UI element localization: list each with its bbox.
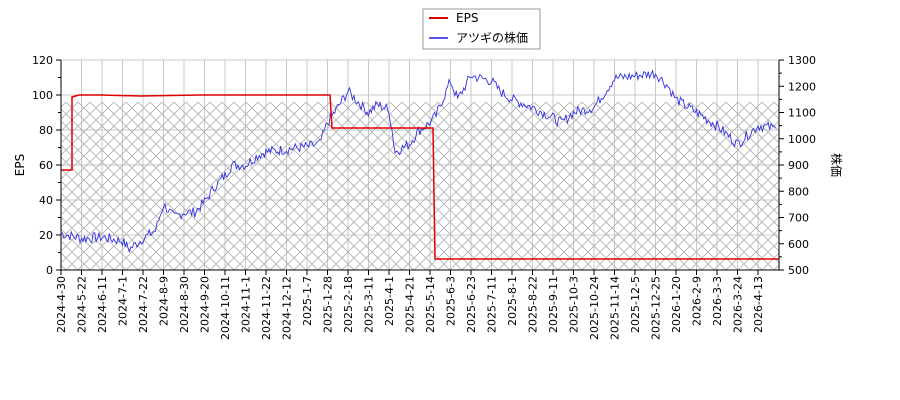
svg-text:900: 900 — [788, 159, 809, 172]
svg-text:2026-4-13: 2026-4-13 — [752, 276, 765, 333]
svg-text:2026-2-9: 2026-2-9 — [691, 276, 704, 326]
svg-text:2025-11-14: 2025-11-14 — [609, 276, 622, 340]
svg-text:2024-5-22: 2024-5-22 — [76, 276, 89, 333]
svg-text:2025-10-3: 2025-10-3 — [568, 276, 581, 333]
svg-text:2024-4-30: 2024-4-30 — [55, 276, 68, 333]
svg-text:2024-7-22: 2024-7-22 — [137, 276, 150, 333]
svg-text:2024-11-1: 2024-11-1 — [240, 276, 253, 333]
svg-text:2026-1-20: 2026-1-20 — [670, 276, 683, 333]
svg-text:2026-3-24: 2026-3-24 — [732, 276, 745, 333]
svg-text:1100: 1100 — [788, 107, 816, 120]
svg-text:2025-6-3: 2025-6-3 — [445, 276, 458, 326]
svg-text:500: 500 — [788, 264, 809, 277]
svg-text:2025-1-7: 2025-1-7 — [301, 276, 314, 326]
svg-text:20: 20 — [39, 229, 53, 242]
svg-text:2025-9-11: 2025-9-11 — [547, 276, 560, 333]
svg-text:2024-12-12: 2024-12-12 — [281, 276, 294, 340]
svg-text:2024-8-9: 2024-8-9 — [158, 276, 171, 326]
svg-text:2025-4-1: 2025-4-1 — [383, 276, 396, 326]
svg-text:100: 100 — [32, 89, 53, 102]
svg-text:2025-10-24: 2025-10-24 — [588, 276, 601, 340]
svg-text:2025-12-25: 2025-12-25 — [650, 276, 663, 340]
svg-text:2024-7-1: 2024-7-1 — [117, 276, 130, 326]
svg-text:40: 40 — [39, 194, 53, 207]
stock-price-line — [61, 69, 776, 254]
svg-text:2025-7-11: 2025-7-11 — [486, 276, 499, 333]
svg-text:120: 120 — [32, 54, 53, 67]
svg-text:2025-6-23: 2025-6-23 — [465, 276, 478, 333]
legend-stock-label: アツギの株価 — [456, 30, 528, 45]
svg-text:2025-12-5: 2025-12-5 — [629, 276, 642, 333]
svg-text:600: 600 — [788, 238, 809, 251]
legend: EPS アツギの株価 — [422, 8, 541, 50]
y-axis-left: 0 20 40 60 80 100 120 — [32, 54, 61, 277]
svg-text:2025-8-1: 2025-8-1 — [506, 276, 519, 326]
y-axis-right: 500 600 700 800 900 1000 1100 1200 1300 — [779, 54, 816, 277]
svg-text:2025-1-28: 2025-1-28 — [322, 276, 335, 333]
svg-text:800: 800 — [788, 185, 809, 198]
svg-text:2024-11-22: 2024-11-22 — [260, 276, 273, 340]
svg-text:0: 0 — [46, 264, 53, 277]
svg-text:80: 80 — [39, 124, 53, 137]
svg-text:2024-9-20: 2024-9-20 — [199, 276, 212, 333]
svg-text:2025-5-14: 2025-5-14 — [424, 276, 437, 333]
svg-text:1000: 1000 — [788, 133, 816, 146]
svg-text:2024-10-11: 2024-10-11 — [219, 276, 232, 340]
x-axis: 2024-4-30 2024-5-22 2024-6-11 2024-7-1 2024-… — [55, 270, 765, 340]
svg-text:1200: 1200 — [788, 80, 816, 93]
svg-text:1300: 1300 — [788, 54, 816, 67]
svg-text:700: 700 — [788, 212, 809, 225]
svg-text:2025-2-18: 2025-2-18 — [342, 276, 355, 333]
svg-text:2024-8-30: 2024-8-30 — [178, 276, 191, 333]
hatch-band — [61, 102, 779, 270]
svg-text:60: 60 — [39, 159, 53, 172]
svg-text:2025-3-11: 2025-3-11 — [363, 276, 376, 333]
y-axis-right-title: 株価 — [829, 153, 844, 177]
series-layer — [61, 69, 779, 260]
legend-eps-label: EPS — [456, 11, 478, 25]
svg-text:2024-6-11: 2024-6-11 — [96, 276, 109, 333]
svg-text:2025-8-22: 2025-8-22 — [527, 276, 540, 333]
svg-text:2025-4-21: 2025-4-21 — [404, 276, 417, 333]
eps-line — [61, 94, 779, 260]
y-axis-left-title: EPS — [13, 154, 27, 176]
svg-text:2026-3-3: 2026-3-3 — [711, 276, 724, 326]
